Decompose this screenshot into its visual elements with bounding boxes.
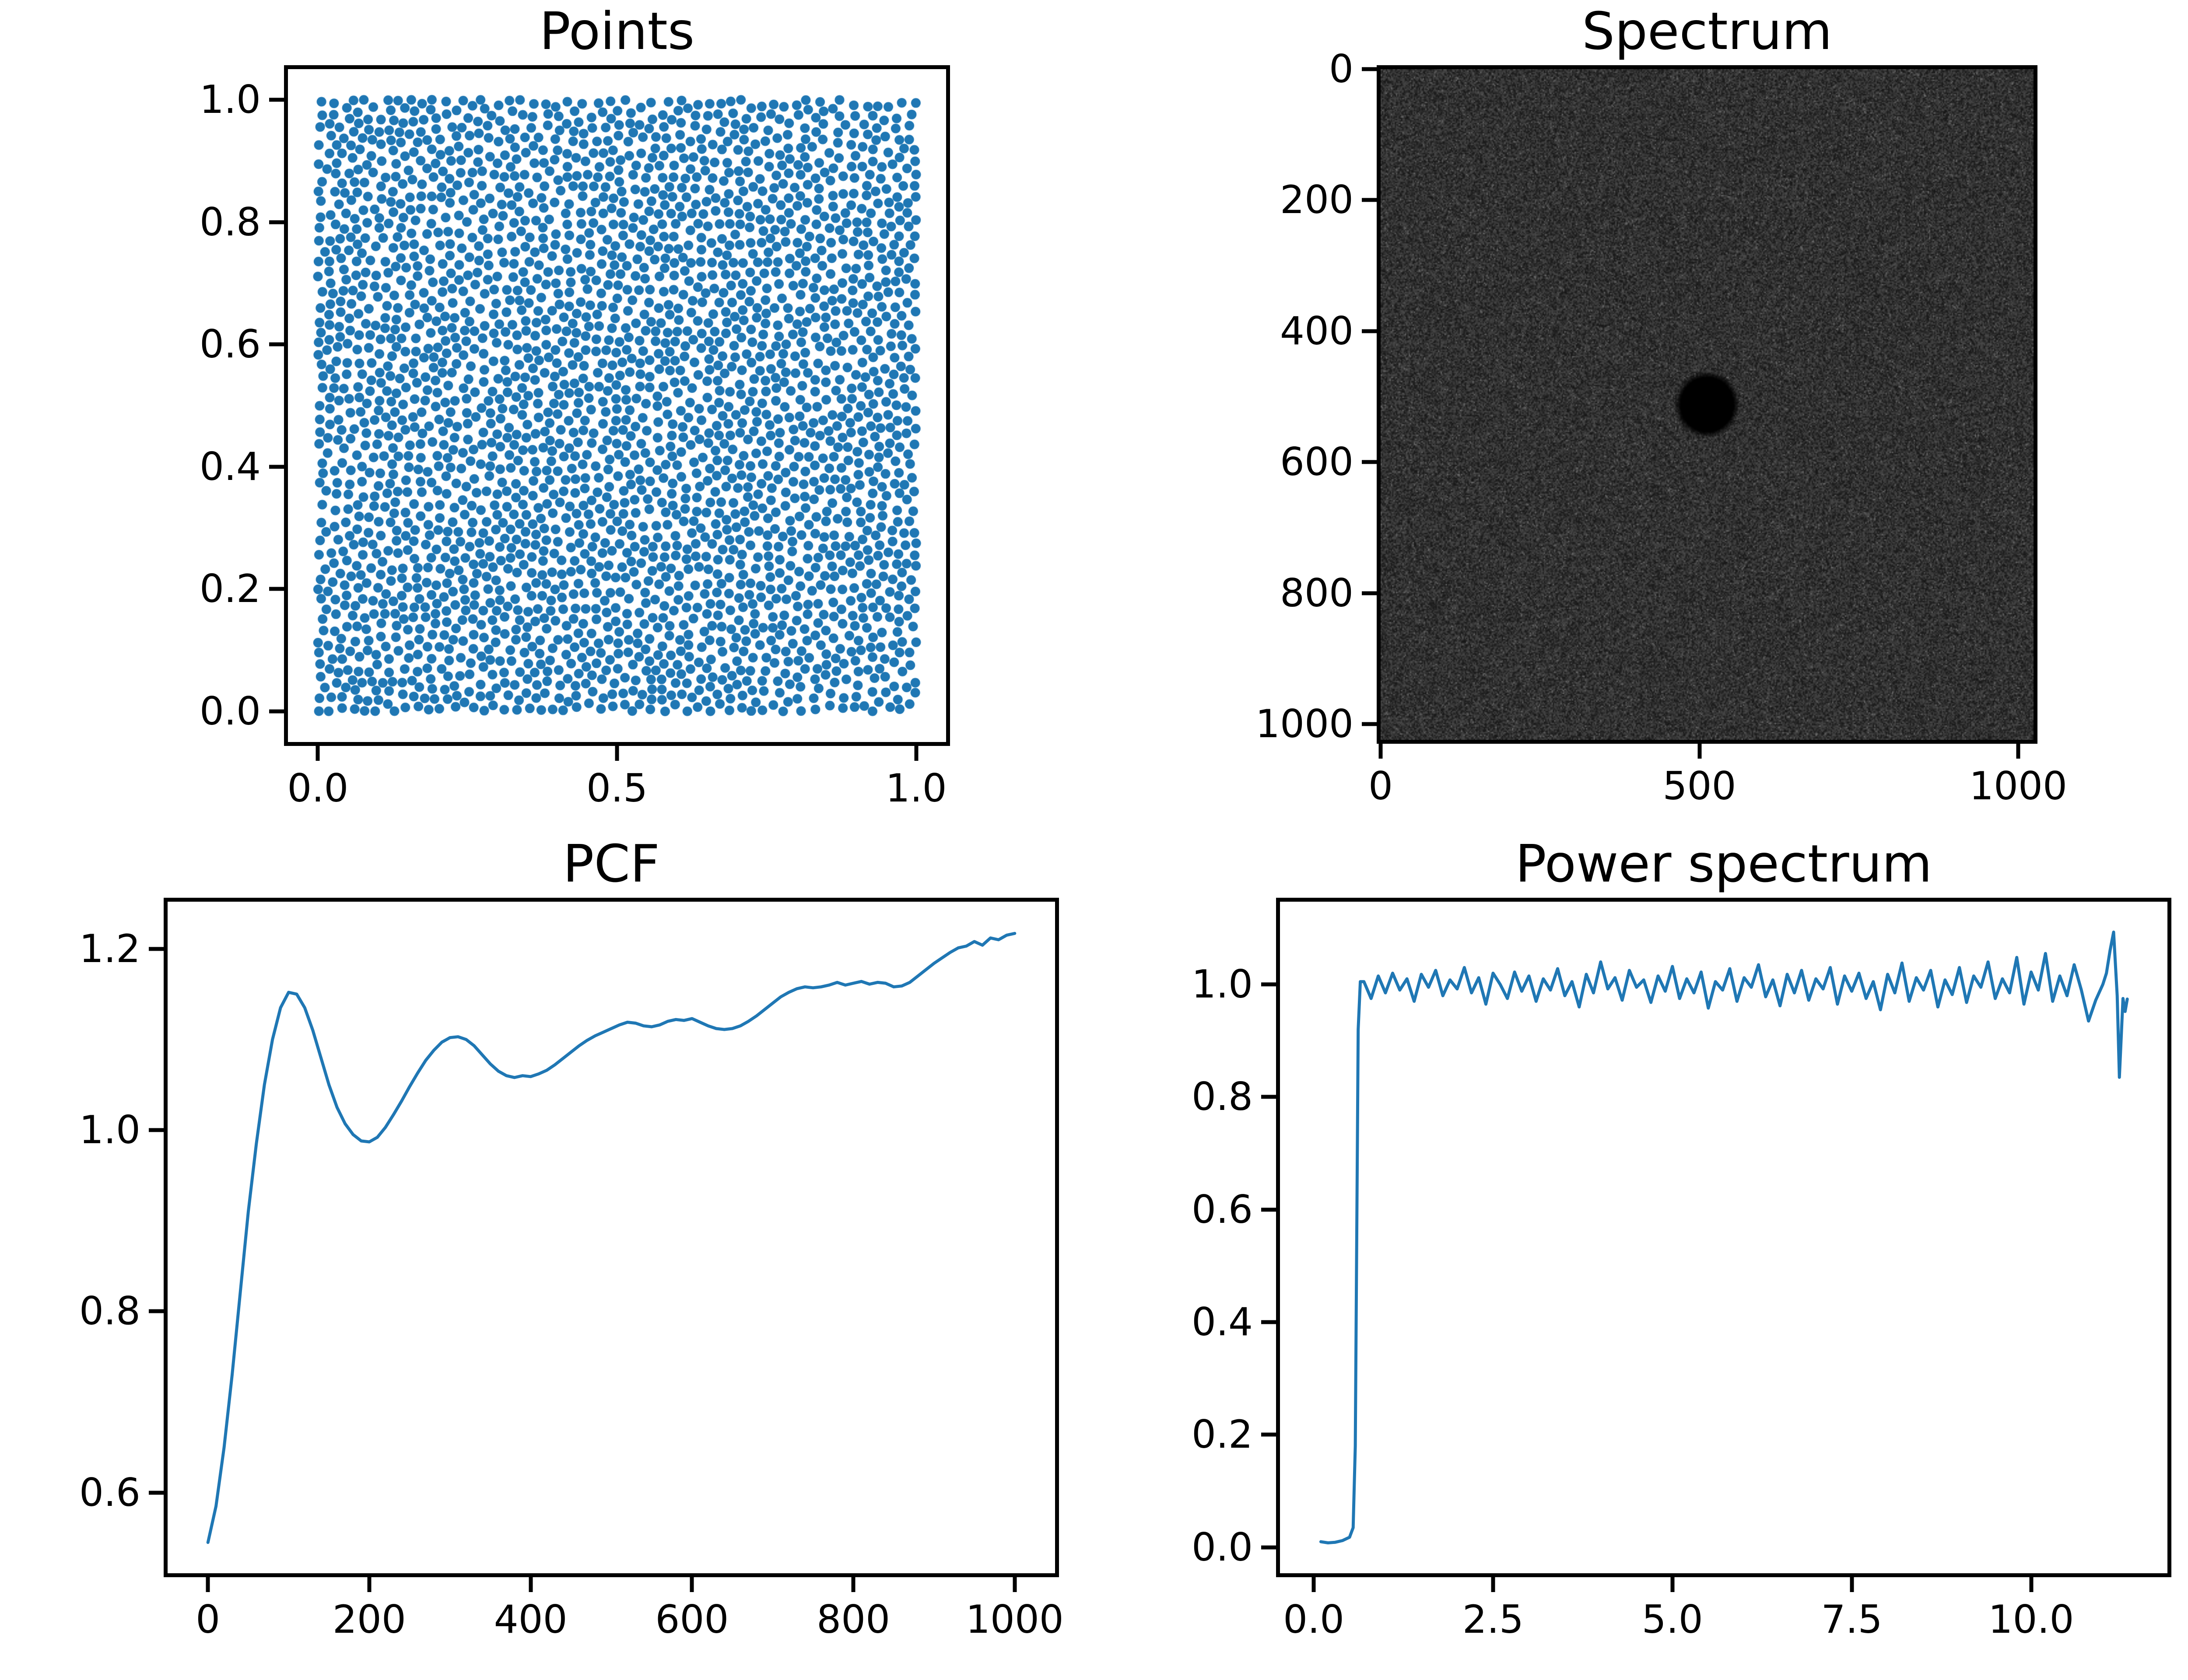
x-tick-label: 800 — [817, 1597, 891, 1642]
y-tick-label: 0.8 — [79, 1288, 140, 1334]
x-tick-label: 600 — [655, 1597, 729, 1642]
x-tick-label: 200 — [332, 1597, 406, 1642]
x-tick-mark — [690, 1577, 694, 1592]
y-tick-mark — [1362, 198, 1377, 202]
y-tick-mark — [1362, 67, 1377, 71]
y-tick-label: 600 — [1280, 439, 1353, 485]
x-tick-label: 0.0 — [1283, 1597, 1345, 1642]
y-tick-label: 0.0 — [1192, 1524, 1253, 1570]
y-tick-mark — [1362, 460, 1377, 464]
y-tick-label: 0.8 — [200, 199, 261, 245]
x-tick-label: 0 — [196, 1597, 221, 1642]
axes-pcf: PCF 0 200 400 600 800 1000 0.6 0.8 1.0 1.2 — [79, 838, 1064, 1639]
x-tick-mark — [529, 1577, 533, 1592]
x-tick-mark — [1491, 1577, 1495, 1592]
y-tick-mark — [1261, 1208, 1276, 1212]
x-tick-label: 1.0 — [885, 766, 947, 811]
y-tick-label: 0.6 — [200, 322, 261, 367]
y-tick-mark — [1261, 982, 1276, 987]
y-tick-mark — [1261, 1320, 1276, 1324]
y-tick-mark — [149, 1491, 164, 1495]
x-tick-label: 500 — [1662, 763, 1736, 808]
x-tick-label: 7.5 — [1821, 1597, 1883, 1642]
x-tick-label: 10.0 — [1988, 1597, 2074, 1642]
y-tick-mark — [1362, 722, 1377, 726]
y-tick-mark — [1362, 591, 1377, 595]
y-tick-mark — [269, 98, 284, 102]
power-spectrum-line-chart — [1319, 931, 2129, 1544]
x-tick-label: 1000 — [1969, 763, 2068, 808]
axes-points: Points 0.0 0.5 1.0 0.0 0.2 0.4 0.6 0.8 1.0 — [200, 5, 950, 808]
y-tick-mark — [149, 1128, 164, 1132]
y-tick-label: 400 — [1280, 308, 1353, 354]
y-tick-mark — [269, 587, 284, 591]
y-tick-mark — [1261, 1432, 1276, 1437]
y-tick-label: 0 — [1329, 46, 1353, 91]
pcf-plot-area — [168, 902, 1055, 1573]
x-tick-label: 5.0 — [1641, 1597, 1703, 1642]
spectrum-noise-image — [1381, 69, 2034, 740]
y-tick-label: 800 — [1280, 570, 1353, 616]
y-tick-label: 1000 — [1255, 701, 1353, 747]
x-tick-mark — [316, 746, 320, 761]
power-spectrum-plot-area — [1280, 902, 2167, 1573]
x-tick-mark — [1311, 1577, 1316, 1592]
x-tick-mark — [914, 746, 919, 761]
x-tick-label: 0 — [1368, 763, 1393, 808]
y-tick-mark — [1362, 329, 1377, 333]
x-tick-label: 0.0 — [287, 766, 349, 811]
spectrum-plot-area — [1381, 69, 2034, 740]
x-tick-mark — [2016, 744, 2020, 759]
axes-spectrum: Spectrum 0 500 1000 0 200 400 600 800 1000 — [1255, 5, 2067, 805]
pcf-title: PCF — [563, 833, 660, 894]
y-tick-label: 0.4 — [1192, 1299, 1253, 1345]
y-tick-label: 1.0 — [200, 77, 261, 122]
x-tick-mark — [367, 1577, 372, 1592]
axes-power-spectrum: Power spectrum 0.0 2.5 5.0 7.5 10.0 0.0 0.2 0.4… — [1192, 838, 2171, 1639]
points-scatter-canvas — [288, 69, 946, 742]
y-tick-mark — [149, 1309, 164, 1313]
y-tick-mark — [269, 342, 284, 346]
x-tick-label: 0.5 — [586, 766, 648, 811]
power-spectrum-title: Power spectrum — [1515, 833, 1932, 894]
x-tick-mark — [1850, 1577, 1854, 1592]
x-tick-mark — [2029, 1577, 2033, 1592]
x-tick-mark — [206, 1577, 210, 1592]
y-tick-label: 1.0 — [79, 1107, 140, 1153]
x-tick-mark — [615, 746, 619, 761]
x-tick-label: 400 — [494, 1597, 568, 1642]
y-tick-label: 0.2 — [1192, 1412, 1253, 1457]
y-tick-mark — [269, 465, 284, 469]
y-tick-mark — [1261, 1095, 1276, 1099]
x-tick-mark — [1697, 744, 1702, 759]
spectrum-title: Spectrum — [1582, 1, 1832, 61]
y-tick-mark — [149, 947, 164, 951]
x-tick-label: 2.5 — [1462, 1597, 1524, 1642]
y-tick-label: 0.6 — [79, 1470, 140, 1515]
y-tick-label: 1.0 — [1192, 962, 1253, 1007]
y-tick-label: 0.2 — [200, 566, 261, 612]
pcf-line — [206, 932, 1017, 1544]
y-tick-mark — [269, 709, 284, 714]
x-tick-label: 1000 — [965, 1597, 1064, 1642]
y-tick-label: 0.8 — [1192, 1074, 1253, 1120]
points-title: Points — [539, 1, 695, 61]
power_spectrum-line — [1319, 931, 2129, 1544]
y-tick-mark — [269, 220, 284, 224]
y-tick-label: 0.0 — [200, 689, 261, 734]
x-tick-mark — [851, 1577, 856, 1592]
x-tick-mark — [1013, 1577, 1017, 1592]
y-tick-label: 200 — [1280, 177, 1353, 223]
y-tick-mark — [1261, 1545, 1276, 1550]
y-tick-label: 0.4 — [200, 444, 261, 489]
y-tick-label: 1.2 — [79, 926, 140, 971]
pcf-line-chart — [206, 932, 1017, 1544]
y-tick-label: 0.6 — [1192, 1186, 1253, 1232]
points-plot-area — [288, 69, 946, 742]
x-tick-mark — [1670, 1577, 1675, 1592]
x-tick-mark — [1378, 744, 1383, 759]
